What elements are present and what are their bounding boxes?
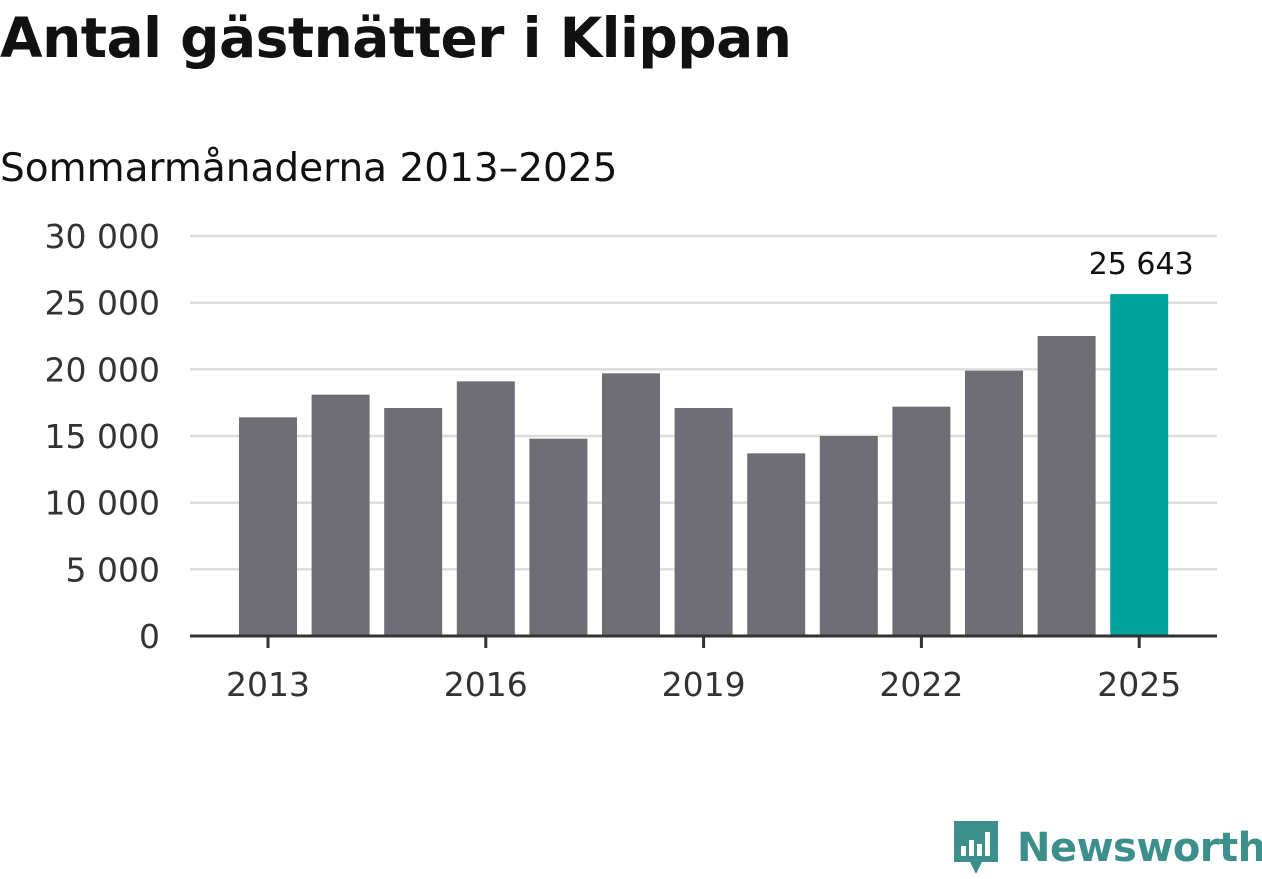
y-tick-label: 25 000 bbox=[45, 284, 160, 323]
bar-2023 bbox=[965, 370, 1023, 636]
y-tick-label: 0 bbox=[139, 617, 160, 656]
bar-2017 bbox=[529, 438, 588, 636]
y-tick-label: 10 000 bbox=[45, 484, 160, 523]
x-tick-label: 2019 bbox=[662, 665, 746, 704]
y-tick-label: 5 000 bbox=[66, 550, 160, 589]
newsworthy-chart-logo-icon bbox=[954, 821, 998, 874]
y-tick-label: 30 000 bbox=[45, 217, 160, 256]
bar-2022 bbox=[892, 406, 951, 636]
labels: 0 5 000 10 000 15 000 20 000 25 000 30 000 2013… bbox=[45, 217, 1194, 704]
bar-2019 bbox=[674, 408, 733, 636]
bar-2016 bbox=[456, 381, 515, 636]
bar-2014 bbox=[311, 394, 370, 636]
brand-name: Newsworthy bbox=[1017, 825, 1262, 871]
y-tick-label: 15 000 bbox=[45, 417, 160, 456]
bar-2018 bbox=[602, 373, 660, 636]
x-tick-label: 2013 bbox=[226, 665, 310, 704]
x-tick-label: 2016 bbox=[444, 665, 528, 704]
chart-subtitle: Sommarmånaderna 2013–2025 bbox=[0, 146, 618, 191]
bar-2015 bbox=[384, 408, 443, 636]
bar-2020 bbox=[747, 453, 806, 636]
bar-2024 bbox=[1037, 336, 1096, 636]
axes bbox=[190, 634, 1217, 648]
bars bbox=[239, 294, 1169, 636]
chart-title: Antal gästnätter i Klippan bbox=[0, 6, 792, 70]
bar-2013 bbox=[239, 417, 297, 636]
x-tick-label: 2022 bbox=[879, 665, 963, 704]
y-tick-label: 20 000 bbox=[45, 350, 160, 389]
bar-2025 bbox=[1110, 294, 1169, 636]
data-label-2025: 25 643 bbox=[1089, 247, 1194, 282]
newsworthy-logo: Newsworthy bbox=[951, 818, 1262, 878]
x-tick-label: 2025 bbox=[1097, 665, 1181, 704]
bar-2021 bbox=[819, 436, 878, 636]
